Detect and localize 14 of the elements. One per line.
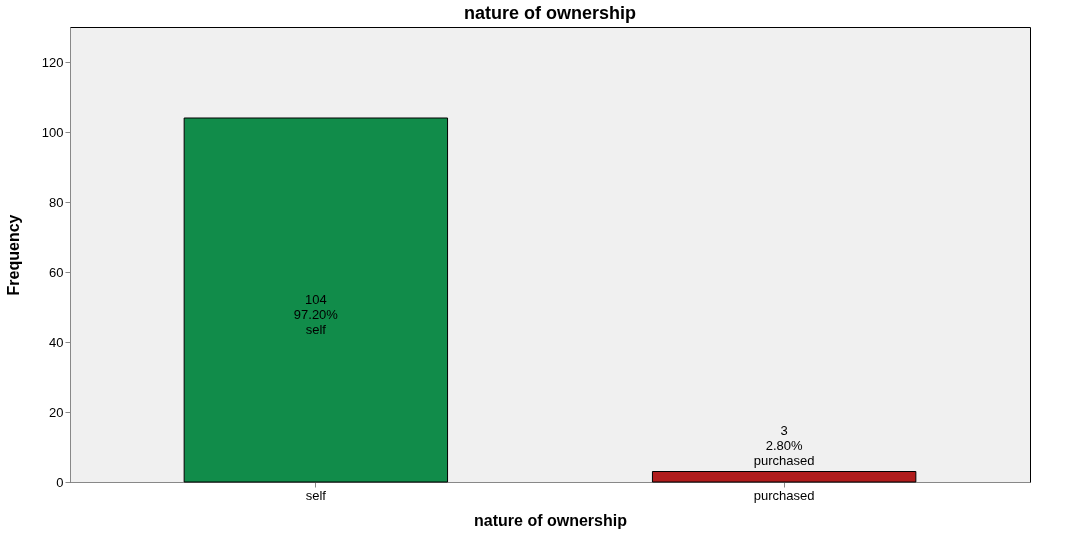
x-tick-label: purchased: [753, 487, 815, 503]
x-axis-title: nature of ownership: [474, 511, 628, 529]
y-tick-label: 80: [49, 194, 64, 210]
y-tick-label: 60: [49, 264, 64, 280]
y-tick-label: 120: [41, 54, 64, 70]
y-tick-label: 20: [49, 404, 64, 420]
y-tick-label: 40: [49, 334, 64, 350]
x-tick-label: self: [305, 487, 327, 503]
y-axis-title: Frequency: [4, 214, 22, 296]
y-tick-label: 100: [41, 124, 64, 140]
chart-title: nature of ownership: [463, 3, 637, 23]
y-tick-label: 0: [56, 474, 64, 490]
data-label: 3 2.80% purchased: [753, 422, 815, 468]
data-label: 104 97.20% self: [293, 292, 339, 337]
